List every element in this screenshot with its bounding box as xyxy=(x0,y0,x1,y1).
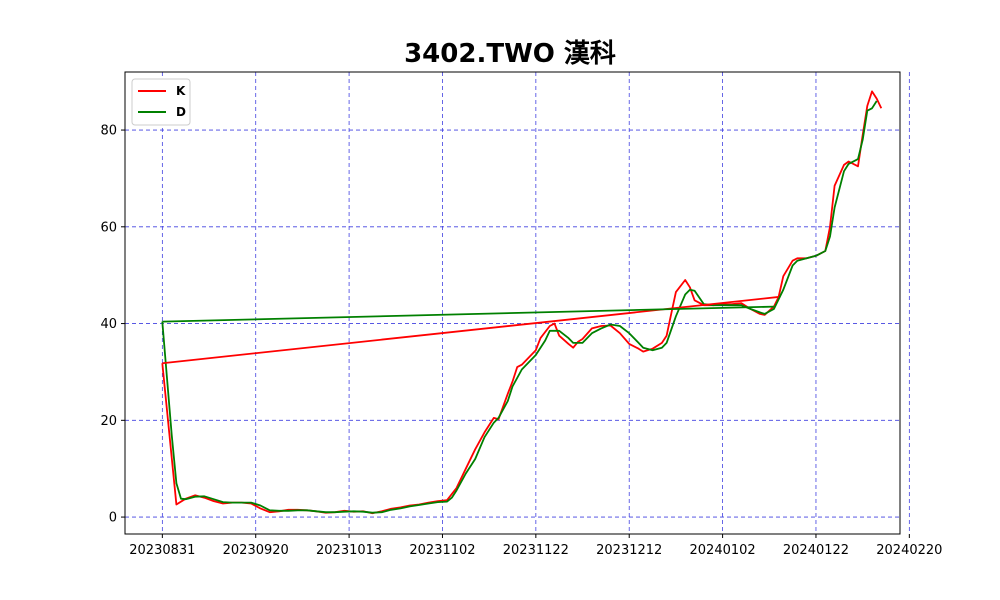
y-tick-label: 40 xyxy=(100,317,117,332)
y-tick-label: 80 xyxy=(100,124,117,139)
x-tick-label: 20240220 xyxy=(876,543,942,558)
x-tick-label: 20231013 xyxy=(316,543,382,558)
x-tick-label: 20230831 xyxy=(129,543,195,558)
chart-title: 3402.TWO 漢科 xyxy=(404,39,616,69)
series-connector-d xyxy=(162,305,774,323)
y-tick-label: 0 xyxy=(109,511,117,526)
y-axis: 0 20 40 60 80 xyxy=(100,124,125,526)
x-tick-label: 20240122 xyxy=(783,543,849,558)
legend-label-d: D xyxy=(176,105,186,119)
x-tick-label: 20230920 xyxy=(223,543,289,558)
y-tick-label: 20 xyxy=(100,414,117,429)
legend-label-k: K xyxy=(176,84,186,98)
x-tick-label: 20231122 xyxy=(503,543,569,558)
series-line-d xyxy=(161,100,878,514)
plot-frame xyxy=(124,71,901,535)
x-tick-label: 20240102 xyxy=(690,543,756,558)
series-connector-k xyxy=(162,296,779,365)
x-tick-label: 20231102 xyxy=(409,543,475,558)
series-lines xyxy=(161,90,883,515)
y-tick-label: 60 xyxy=(100,220,117,235)
x-axis: 20230831 20230920 20231013 20231102 20231122… xyxy=(129,534,942,558)
grid-lines xyxy=(125,72,910,534)
legend: K D xyxy=(131,78,191,126)
x-tick-label: 20231212 xyxy=(596,543,662,558)
